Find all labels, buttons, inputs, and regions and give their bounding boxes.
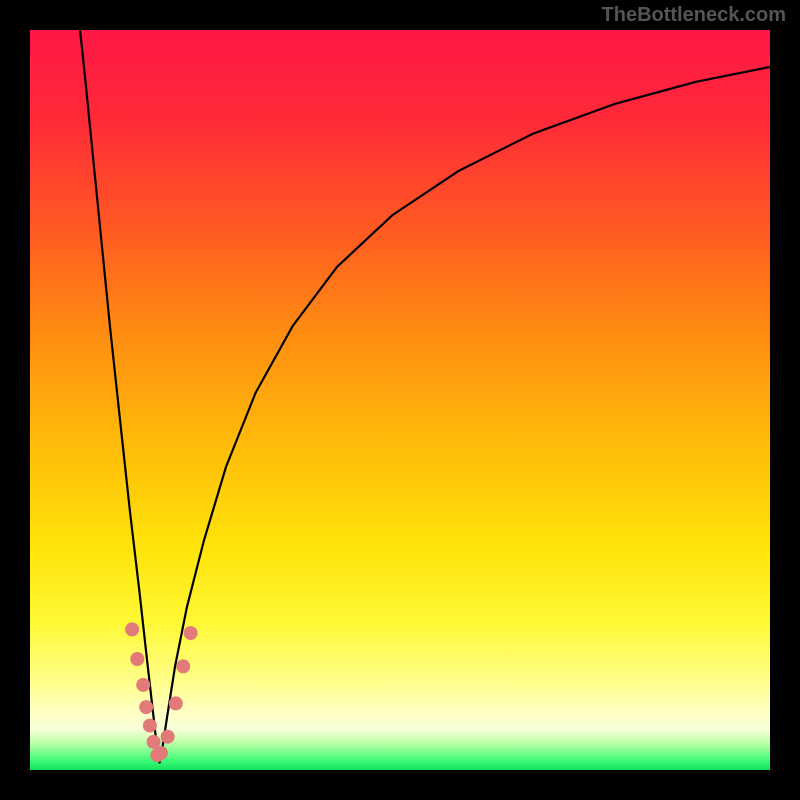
marker-dot [161, 730, 175, 744]
marker-dot [143, 719, 157, 733]
marker-dot [130, 652, 144, 666]
marker-dot [136, 678, 150, 692]
watermark-text: TheBottleneck.com [602, 4, 786, 27]
chart-container: TheBottleneck.com [0, 0, 800, 800]
marker-dot [125, 622, 139, 636]
marker-dot [184, 626, 198, 640]
marker-dot [139, 700, 153, 714]
marker-dot [176, 659, 190, 673]
marker-dot [154, 746, 168, 760]
marker-dot [169, 696, 183, 710]
chart-svg [0, 0, 800, 800]
